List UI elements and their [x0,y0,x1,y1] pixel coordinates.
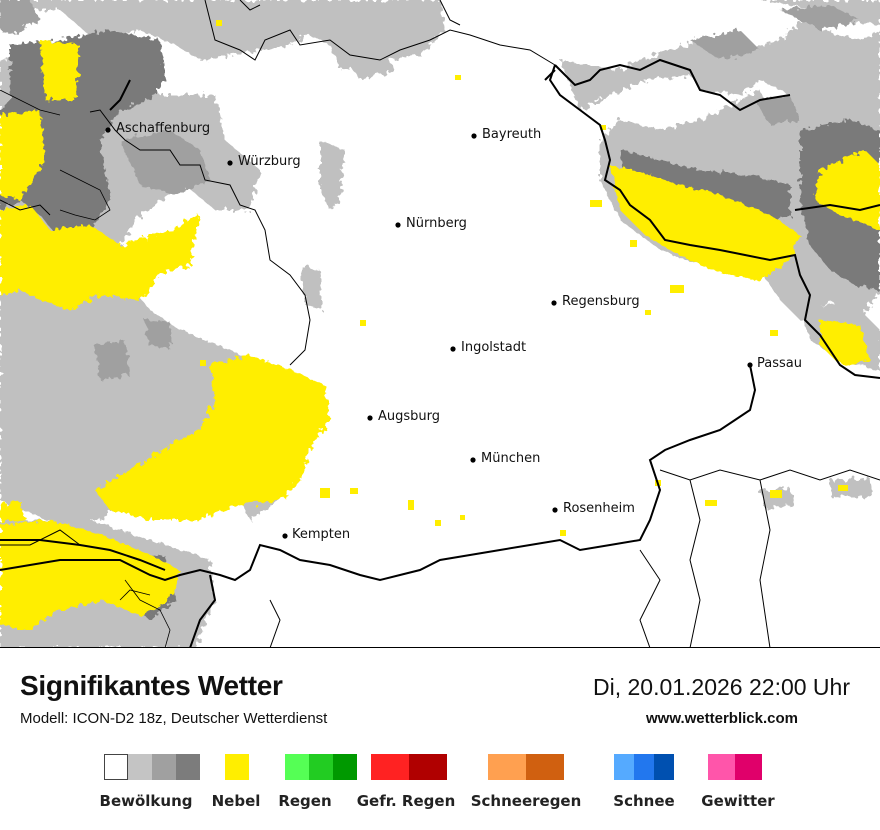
svg-text:München: München [481,451,540,466]
legend-swatches [488,754,564,780]
map-title: Signifikantes Wetter [20,670,283,701]
legend-item-cloud: Bewölkung [100,754,200,810]
svg-text:Augsburg: Augsburg [378,409,440,424]
legend-swatch [654,754,674,780]
legend-swatch [152,754,176,780]
legend-swatches [104,754,200,780]
legend-swatch [104,754,128,780]
legend-swatches [371,754,447,780]
svg-text:Regensburg: Regensburg [562,294,640,309]
legend-swatches [708,754,762,780]
legend-swatch [634,754,654,780]
city-marker: Würzburg [227,154,301,169]
city-marker: Rosenheim [552,501,635,516]
city-marker: Regensburg [551,294,640,309]
legend-item-freezing-rain: Gefr. Regen [357,754,455,810]
legend-swatch [333,754,357,780]
legend-label: Nebel [211,792,261,810]
legend-swatch [409,754,447,780]
fog-area [0,40,880,630]
svg-text:Kempten: Kempten [292,527,350,542]
city-marker: München [470,451,540,466]
legend-item-thunderstorm: Gewitter [701,754,775,810]
svg-text:Rosenheim: Rosenheim [563,501,635,516]
city-marker: Augsburg [367,409,440,424]
legend-swatch [488,754,526,780]
legend-swatch [285,754,309,780]
legend-item-rain: Regen [278,754,357,810]
city-marker: Kempten [282,527,350,542]
state-border [0,0,880,647]
legend-swatch [309,754,333,780]
legend: Bewölkung Nebel Regen Gefr. Regen [0,754,880,824]
legend-swatches [225,754,249,780]
legend-label: Gefr. Regen [356,792,456,810]
legend-label: Schnee [613,792,675,810]
svg-text:Passau: Passau [757,356,802,371]
legend-item-snow: Schnee [613,754,675,810]
city-marker: Aschaffenburg [105,121,210,136]
country-border [0,58,880,647]
model-info: Modell: ICON-D2 18z, Deutscher Wetterdie… [20,710,328,727]
svg-text:Ingolstadt: Ingolstadt [461,340,526,355]
footer: Signifikantes Wetter Modell: ICON-D2 18z… [0,648,880,830]
svg-text:Würzburg: Würzburg [238,154,301,169]
legend-swatch [614,754,634,780]
city-marker: Bayreuth [471,127,541,142]
legend-swatches [285,754,357,780]
legend-swatch [128,754,152,780]
svg-text:Nürnberg: Nürnberg [406,216,467,231]
legend-label: Bewölkung [99,792,193,810]
svg-text:Bayreuth: Bayreuth [482,127,541,142]
legend-swatch [176,754,200,780]
weather-map: Aschaffenburg Würzburg Bayreuth Nürnberg… [0,0,880,648]
legend-swatch [225,754,249,780]
city-marker: Passau [747,356,802,371]
legend-label: Regen [278,792,332,810]
valid-datetime: Di, 20.01.2026 22:00 Uhr [592,674,850,700]
legend-label: Schneeregen [470,792,582,810]
map-canvas: Aschaffenburg Würzburg Bayreuth Nürnberg… [0,0,880,647]
fog-specks [200,20,848,536]
legend-swatch [371,754,409,780]
city-marker: Ingolstadt [450,340,526,355]
region-border [0,89,171,647]
legend-swatch [526,754,564,780]
legend-swatches [614,754,674,780]
website-link[interactable]: www.wetterblick.com [646,710,798,727]
city-layer: Aschaffenburg Würzburg Bayreuth Nürnberg… [105,121,802,542]
city-marker: Nürnberg [395,216,467,231]
legend-item-sleet: Schneeregen [471,754,581,810]
legend-item-fog: Nebel [212,754,260,810]
legend-label: Gewitter [701,792,775,810]
legend-swatch [735,754,762,780]
svg-text:Aschaffenburg: Aschaffenburg [116,121,210,136]
legend-swatch [708,754,735,780]
